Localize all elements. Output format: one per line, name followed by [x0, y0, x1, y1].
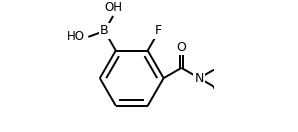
Text: B: B — [100, 25, 109, 37]
Text: HO: HO — [67, 30, 85, 43]
Text: N: N — [195, 72, 204, 85]
Text: O: O — [176, 41, 186, 54]
Text: F: F — [155, 24, 162, 37]
Text: OH: OH — [105, 1, 123, 14]
